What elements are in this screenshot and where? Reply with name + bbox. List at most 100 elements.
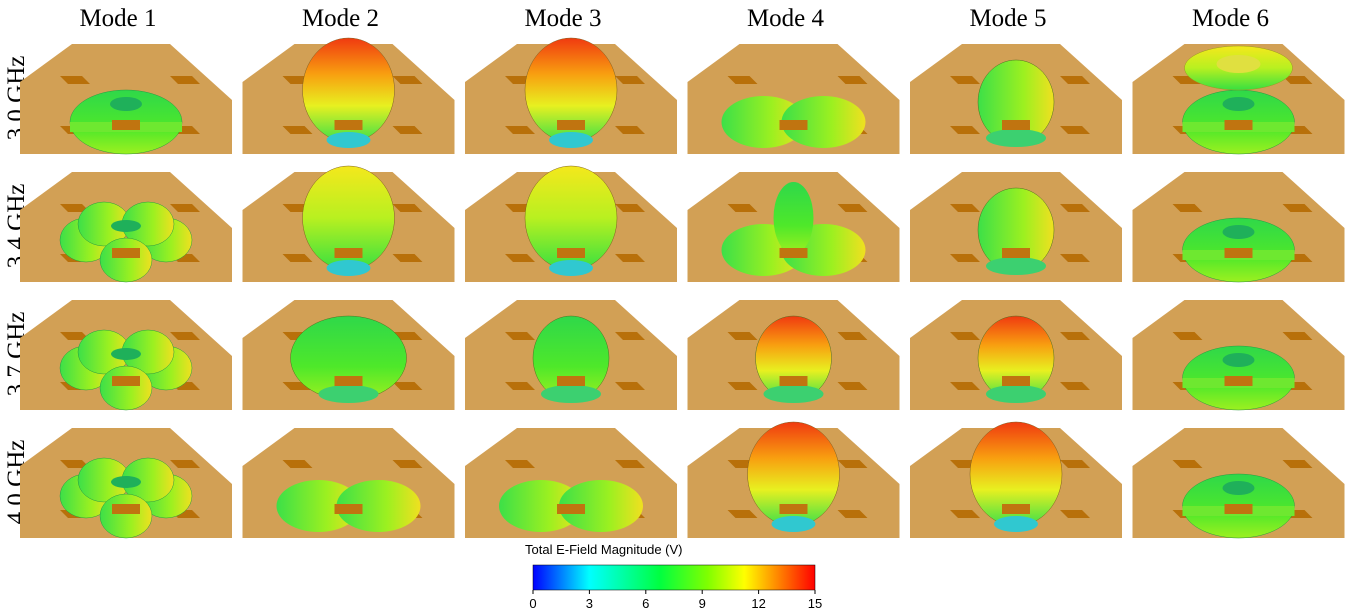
lobe-low (994, 516, 1038, 532)
patch (392, 382, 423, 390)
tick-label: 0 (529, 596, 536, 611)
tick-label: 6 (642, 596, 649, 611)
patch (60, 460, 90, 468)
pattern-cell (20, 428, 232, 539)
patch (1282, 204, 1313, 212)
patch (282, 126, 313, 134)
lobe (276, 480, 361, 532)
feed-patch (1224, 504, 1253, 514)
patch (392, 332, 423, 340)
lobe (336, 480, 421, 532)
patch (505, 460, 535, 468)
colorbar (532, 564, 816, 591)
column-header: Mode 4 (747, 5, 825, 32)
lobe-low (986, 385, 1046, 403)
column-header: Mode 3 (524, 5, 601, 32)
null (111, 348, 141, 360)
patch (392, 126, 423, 134)
tick-label: 9 (699, 596, 706, 611)
feed-patch (1002, 120, 1030, 130)
lobe-low (986, 257, 1046, 275)
feed-patch (1002, 376, 1030, 386)
patch (1060, 254, 1090, 262)
null (1222, 225, 1255, 239)
lobe-low (771, 516, 816, 532)
lobe (781, 96, 866, 148)
patch (837, 460, 868, 468)
lobe (773, 182, 814, 254)
patch (950, 382, 980, 390)
patch (950, 510, 980, 518)
patch (837, 76, 868, 84)
patch (615, 126, 645, 134)
patch (282, 254, 313, 262)
tick-label: 12 (751, 596, 765, 611)
lobe-low (326, 132, 371, 148)
patch (170, 332, 200, 340)
pattern-cell (1132, 172, 1345, 283)
pattern-cell (20, 172, 232, 283)
feed-patch (1002, 504, 1030, 514)
patch (615, 332, 645, 340)
patch (837, 332, 868, 340)
patch (60, 332, 90, 340)
feed-patch (1002, 248, 1030, 258)
pattern-cell (242, 300, 455, 410)
patch (392, 204, 423, 212)
patch (837, 382, 868, 390)
pattern-cell (242, 165, 455, 282)
patch (1282, 332, 1313, 340)
pattern-cell (1132, 300, 1345, 411)
column-header: Mode 1 (79, 5, 156, 32)
lobe-low (549, 132, 593, 148)
lobe-low (541, 385, 601, 403)
feed-patch (112, 504, 140, 514)
lobe (499, 480, 583, 532)
patch (392, 76, 423, 84)
pattern-cell (465, 165, 677, 282)
feed-patch (112, 120, 140, 130)
patch (1282, 76, 1313, 84)
pattern-cell (910, 300, 1122, 410)
patch (615, 460, 645, 468)
lobe (99, 237, 153, 283)
feed-patch (779, 248, 808, 258)
colorbar-title: Total E-Field Magnitude (V) (525, 542, 683, 557)
patch (60, 204, 90, 212)
feed-patch (1224, 248, 1253, 258)
pattern-cell (687, 300, 900, 410)
pattern-cell (687, 44, 900, 154)
lobe-low (986, 129, 1046, 147)
patch (505, 254, 535, 262)
patch (727, 76, 758, 84)
pattern-cell (1132, 428, 1345, 539)
patch (950, 332, 980, 340)
patch (950, 204, 980, 212)
patch (392, 254, 423, 262)
null (111, 476, 141, 488)
null (1216, 55, 1261, 73)
feed-patch (557, 504, 585, 514)
pattern-cell (20, 300, 232, 411)
patch (615, 254, 645, 262)
patch (837, 510, 868, 518)
patch (1172, 332, 1203, 340)
null (110, 97, 142, 111)
lobe-low (763, 385, 824, 403)
lobe (99, 365, 153, 411)
feed-patch (779, 504, 808, 514)
patch (1060, 76, 1090, 84)
patch (1282, 460, 1313, 468)
patch (1172, 460, 1203, 468)
patch (727, 332, 758, 340)
pattern-cell (687, 172, 900, 282)
feed-patch (557, 120, 585, 130)
feed-patch (779, 376, 808, 386)
feed-patch (557, 248, 585, 258)
feed-patch (334, 504, 363, 514)
pattern-cell (910, 44, 1122, 154)
patch (392, 460, 423, 468)
feed-patch (334, 376, 363, 386)
patch (505, 332, 535, 340)
